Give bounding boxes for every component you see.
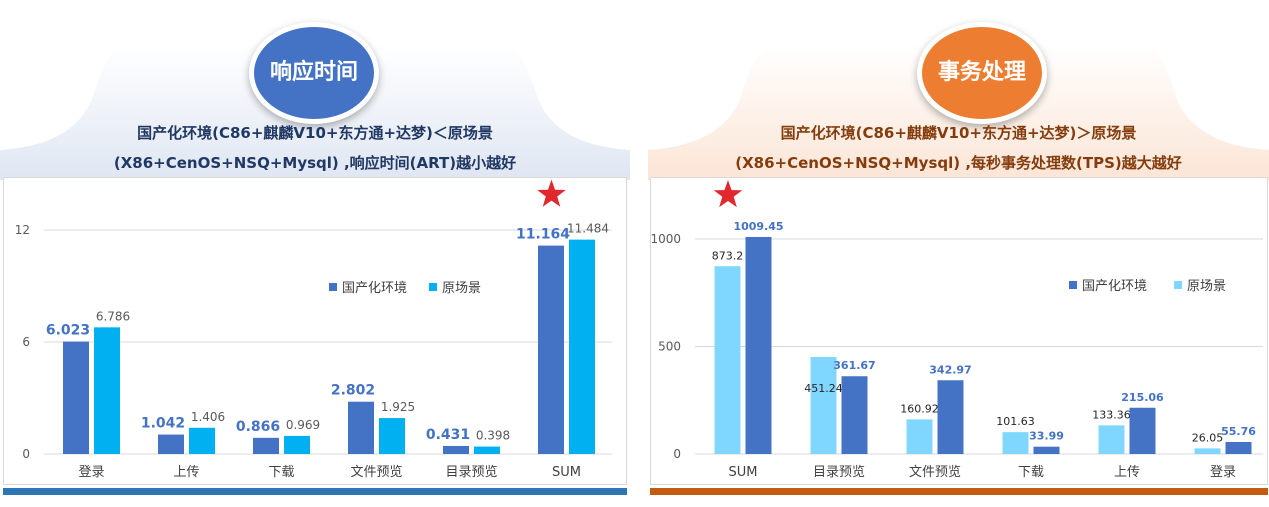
- x-tick-label: 登录: [78, 465, 104, 480]
- legend-label: 国产化环境: [342, 281, 407, 296]
- bar-原场景: [906, 419, 933, 454]
- bar-国产化环境: [348, 401, 374, 454]
- bar-原场景: [284, 435, 310, 454]
- legend-label: 原场景: [442, 281, 481, 296]
- bar-原场景: [1098, 425, 1125, 454]
- data-label: 133.36: [1092, 408, 1131, 421]
- x-tick-label: 登录: [1210, 465, 1236, 480]
- data-label: 1.925: [381, 400, 415, 414]
- bar-国产化环境: [937, 380, 964, 454]
- data-label: 0.431: [426, 427, 470, 443]
- bar-国产化环境: [1225, 442, 1252, 454]
- subtitle-line2: (X86+CenOS+NSQ+Mysql) ,响应时间(ART)越小越好: [113, 154, 517, 172]
- data-label: 6.786: [96, 309, 130, 323]
- data-label: 101.63: [996, 415, 1035, 428]
- subtitle-line2: (X86+CenOS+NSQ+Mysql) ,每秒事务处理数(TPS)越大越好: [735, 154, 1182, 172]
- badge-response-time: 响应时间: [249, 22, 379, 124]
- data-label: 6.023: [46, 323, 90, 339]
- subtitle-line1: 国产化环境(C86+麒麟V10+东方通+达梦)＜原场景: [137, 124, 493, 142]
- bar-原场景: [569, 239, 595, 454]
- bar-原场景: [714, 266, 741, 454]
- data-label: 11.484: [567, 222, 609, 236]
- bottom-accent-bar: [650, 488, 1268, 495]
- transaction-panel: 事务处理 国产化环境(C86+麒麟V10+东方通+达梦)＞原场景 (X86+Cen…: [648, 0, 1269, 507]
- y-tick-label: 0: [22, 447, 30, 461]
- legend-swatch: [329, 283, 337, 291]
- x-tick-label: SUM: [729, 465, 758, 480]
- data-label: 1.406: [191, 410, 225, 424]
- x-tick-label: SUM: [552, 465, 581, 480]
- data-label: 0.866: [236, 419, 280, 435]
- data-label: 160.92: [900, 402, 939, 415]
- badge-transaction: 事务处理: [917, 22, 1047, 124]
- y-tick-label: 500: [658, 340, 681, 354]
- bar-国产化环境: [63, 341, 89, 454]
- data-label: 33.99: [1029, 430, 1064, 443]
- bar-国产化环境: [538, 245, 564, 454]
- x-tick-label: 下载: [1018, 465, 1044, 480]
- response-time-panel: 响应时间 国产化环境(C86+麒麟V10+东方通+达梦)＜原场景 (X86+Cen…: [0, 0, 630, 507]
- x-tick-label: 下载: [268, 465, 294, 480]
- subtitle: 国产化环境(C86+麒麟V10+东方通+达梦)＜原场景 (X86+CenOS+NS…: [0, 118, 630, 178]
- bar-国产化环境: [443, 445, 469, 454]
- x-tick-label: 文件预览: [909, 464, 961, 480]
- bottom-accent-bar: [3, 488, 627, 495]
- data-label: 361.67: [833, 359, 875, 372]
- subtitle-line1: 国产化环境(C86+麒麟V10+东方通+达梦)＞原场景: [780, 124, 1137, 142]
- data-label: 451.24: [804, 382, 843, 395]
- y-tick-label: 0: [673, 447, 681, 461]
- bar-原场景: [1194, 448, 1221, 454]
- bar-原场景: [379, 418, 405, 454]
- legend-swatch: [429, 283, 437, 291]
- data-label: 1009.45: [733, 220, 783, 233]
- y-tick-label: 12: [15, 223, 30, 237]
- x-tick-label: 目录预览: [813, 464, 865, 480]
- y-tick-label: 6: [22, 335, 30, 349]
- data-label: 55.76: [1221, 425, 1256, 438]
- data-label: 0.398: [476, 429, 510, 443]
- bar-原场景: [810, 356, 837, 454]
- bar-国产化环境: [158, 434, 184, 454]
- chart-box: 0 500 1000 SUM 873.2 1009.45 目录预览 451.24 361.67 文…: [650, 177, 1268, 485]
- x-tick-label: 目录预览: [445, 464, 497, 480]
- data-label: 215.06: [1121, 391, 1164, 404]
- data-label: 342.97: [929, 363, 971, 376]
- bar-国产化环境: [253, 437, 279, 454]
- data-label: 1.042: [141, 416, 185, 432]
- data-label: 873.2: [712, 249, 744, 262]
- data-label: 2.802: [331, 383, 375, 399]
- bar-原场景: [189, 427, 215, 454]
- x-tick-label: 上传: [173, 465, 199, 480]
- data-label: 11.164: [516, 227, 570, 243]
- bar-原场景: [474, 446, 500, 454]
- bar-国产化环境: [1033, 446, 1060, 454]
- legend-label: 原场景: [1187, 279, 1226, 294]
- legend-label: 国产化环境: [1082, 279, 1147, 294]
- star-icon: [713, 180, 743, 208]
- y-tick-label: 1000: [651, 232, 681, 246]
- transaction-chart: 0 500 1000 SUM 873.2 1009.45 目录预览 451.24 361.67 文…: [650, 180, 1263, 480]
- data-label: 0.969: [286, 418, 320, 432]
- bar-原场景: [94, 327, 120, 454]
- bar-原场景: [1002, 432, 1029, 454]
- bar-国产化环境: [841, 376, 868, 454]
- chart-box: 0 6 12 登录 6.023 6.786 上传 1.042 1.406 下载 0.866 0.969…: [3, 177, 627, 485]
- star-icon: [537, 179, 566, 207]
- bar-国产化环境: [1129, 407, 1156, 454]
- response-time-chart: 0 6 12 登录 6.023 6.786 上传 1.042 1.406 下载 0.866 0.969…: [15, 179, 612, 480]
- x-tick-label: 文件预览: [350, 464, 402, 480]
- subtitle: 国产化环境(C86+麒麟V10+东方通+达梦)＞原场景 (X86+CenOS+NS…: [648, 118, 1269, 178]
- legend-swatch: [1174, 281, 1182, 289]
- x-tick-label: 上传: [1114, 465, 1140, 480]
- legend-swatch: [1069, 281, 1077, 289]
- bar-国产化环境: [745, 236, 772, 454]
- data-label: 26.05: [1192, 431, 1224, 444]
